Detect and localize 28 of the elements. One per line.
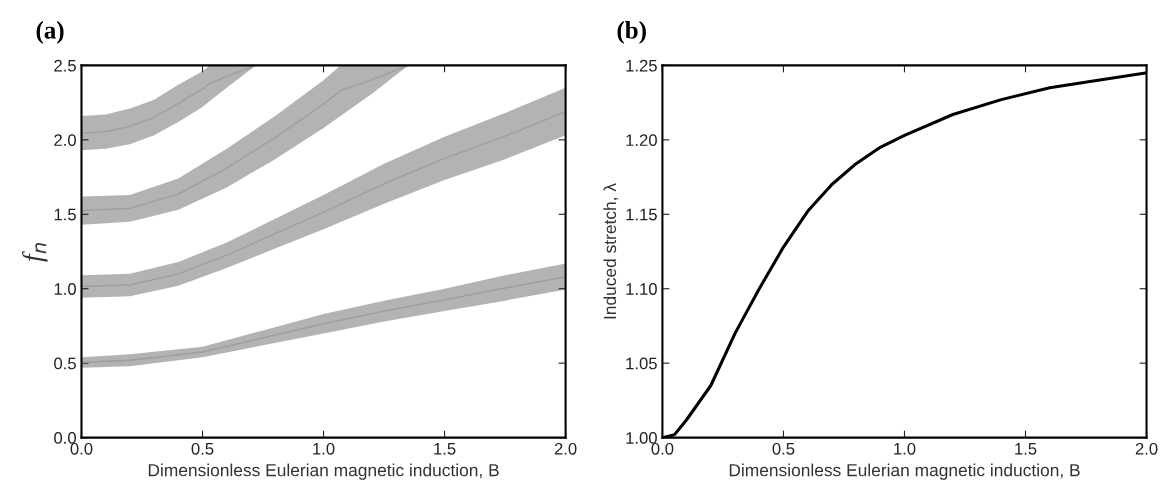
y-tick-label: 1.10 (626, 283, 657, 295)
x-tick-label: 0.5 (191, 442, 214, 455)
x-tick-label: 1.5 (434, 443, 456, 455)
y-tick-label: 2.0 (54, 134, 76, 147)
y-tick-label: 1.25 (626, 59, 657, 72)
chart-title: (a) (36, 21, 64, 44)
x-tick-label: 2.0 (554, 442, 577, 455)
chart-title: (b) (617, 21, 646, 44)
x-tick-label: 1.0 (894, 442, 916, 455)
y-tick-label: 0.5 (54, 357, 76, 370)
y-axis-title: f$_{n}$ (22, 243, 48, 262)
x-tick-label: 0.0 (651, 442, 674, 455)
y-tick-label: 1.05 (626, 357, 657, 370)
x-axis-title: Dimensionless Eulerian magnetic induction, B (729, 463, 1080, 480)
x-axis-title: Dimensionless Eulerian magnetic induction, B (148, 463, 499, 480)
y-tick-label: 1.5 (54, 208, 76, 221)
y-tick-label: 1.15 (626, 208, 657, 221)
x-tick-label: 2.0 (1135, 442, 1158, 455)
x-tick-label: 1.5 (1015, 443, 1037, 455)
x-tick-label: 0.0 (70, 442, 93, 455)
x-tick-label: 0.5 (772, 442, 795, 455)
y-tick-label: 1.0 (54, 283, 76, 295)
y-tick-label: 1.00 (626, 432, 657, 444)
y-tick-label: 1.20 (626, 134, 657, 147)
x-tick-label: 1.0 (313, 442, 335, 455)
y-axis-title: Induced stretch, λ (603, 183, 619, 319)
y-tick-label: 0.0 (54, 432, 76, 444)
y-tick-label: 2.5 (54, 59, 76, 72)
